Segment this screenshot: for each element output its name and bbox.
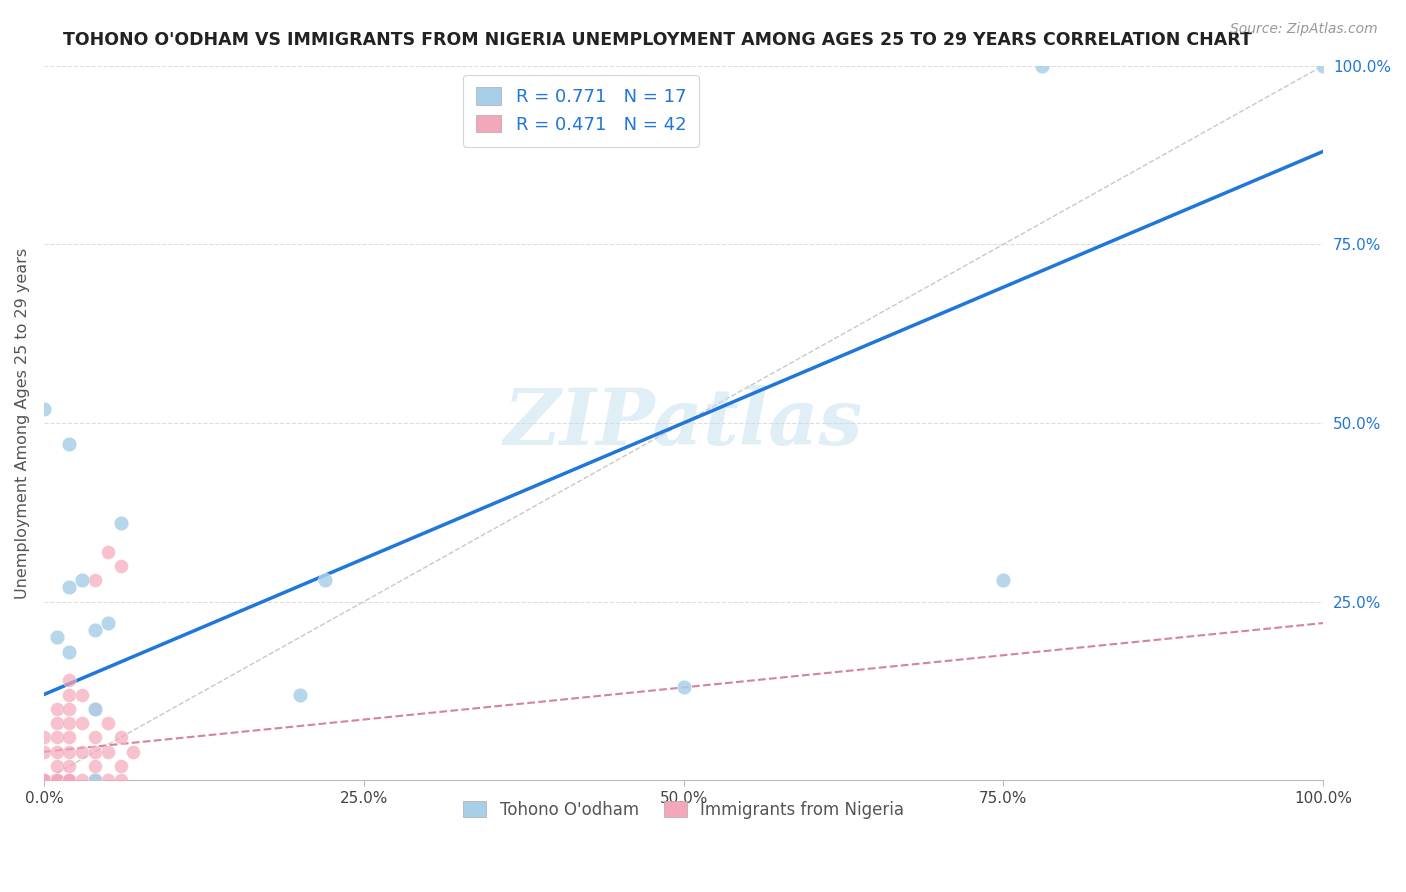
Point xyxy=(72,716,94,731)
Point xyxy=(97,716,120,731)
Text: Source: ZipAtlas.com: Source: ZipAtlas.com xyxy=(1230,22,1378,37)
Point xyxy=(58,759,80,773)
Point xyxy=(97,745,120,759)
Point xyxy=(72,745,94,759)
Point xyxy=(84,773,107,788)
Point xyxy=(32,401,55,416)
Point xyxy=(58,731,80,745)
Point xyxy=(32,773,55,788)
Y-axis label: Unemployment Among Ages 25 to 29 years: Unemployment Among Ages 25 to 29 years xyxy=(15,247,30,599)
Point xyxy=(58,702,80,716)
Point xyxy=(58,437,80,451)
Point xyxy=(58,580,80,594)
Point xyxy=(45,773,67,788)
Point xyxy=(84,745,107,759)
Point xyxy=(45,631,67,645)
Point xyxy=(110,731,132,745)
Point xyxy=(72,573,94,587)
Point xyxy=(122,745,145,759)
Point xyxy=(32,731,55,745)
Point xyxy=(84,773,107,788)
Point xyxy=(1031,59,1053,73)
Point xyxy=(110,773,132,788)
Point xyxy=(45,716,67,731)
Point xyxy=(84,702,107,716)
Point xyxy=(110,516,132,530)
Point xyxy=(45,745,67,759)
Point xyxy=(84,759,107,773)
Point xyxy=(58,645,80,659)
Point xyxy=(58,773,80,788)
Legend: Tohono O'odham, Immigrants from Nigeria: Tohono O'odham, Immigrants from Nigeria xyxy=(456,794,911,826)
Point xyxy=(288,688,311,702)
Point xyxy=(84,624,107,638)
Text: ZIPatlas: ZIPatlas xyxy=(503,384,863,461)
Point xyxy=(72,688,94,702)
Point xyxy=(45,773,67,788)
Point xyxy=(314,573,336,587)
Point xyxy=(58,716,80,731)
Point xyxy=(45,773,67,788)
Point xyxy=(32,745,55,759)
Point xyxy=(32,773,55,788)
Point xyxy=(58,773,80,788)
Point xyxy=(58,745,80,759)
Point xyxy=(110,558,132,573)
Point xyxy=(97,773,120,788)
Point xyxy=(84,731,107,745)
Point xyxy=(97,544,120,558)
Point xyxy=(84,702,107,716)
Point xyxy=(1312,59,1334,73)
Point xyxy=(84,573,107,587)
Point xyxy=(72,773,94,788)
Point xyxy=(58,673,80,688)
Point xyxy=(32,773,55,788)
Point xyxy=(45,702,67,716)
Point xyxy=(58,688,80,702)
Point xyxy=(97,616,120,631)
Point xyxy=(993,573,1015,587)
Point xyxy=(58,773,80,788)
Text: TOHONO O'ODHAM VS IMMIGRANTS FROM NIGERIA UNEMPLOYMENT AMONG AGES 25 TO 29 YEARS: TOHONO O'ODHAM VS IMMIGRANTS FROM NIGERI… xyxy=(63,31,1253,49)
Point xyxy=(110,759,132,773)
Point xyxy=(45,759,67,773)
Point xyxy=(45,731,67,745)
Point xyxy=(672,681,695,695)
